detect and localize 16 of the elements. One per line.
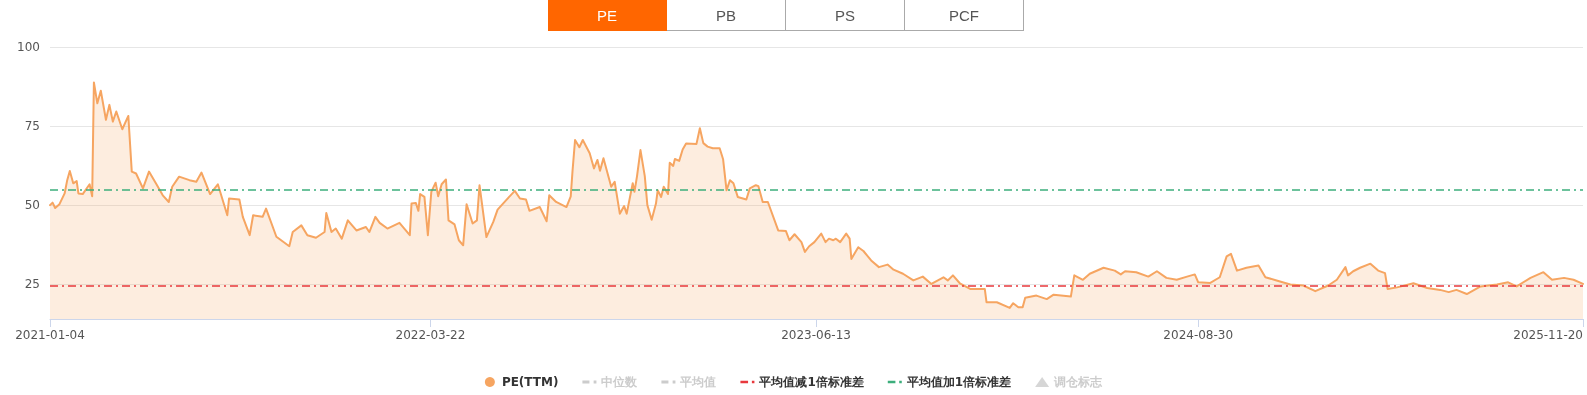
legend-label: 平均值减1倍标准差 xyxy=(758,375,864,389)
y-tick-label: 100 xyxy=(17,40,40,54)
x-tick-label: 2025-11-20 xyxy=(1513,328,1583,342)
legend-label: PE(TTM) xyxy=(501,375,559,389)
text: PCF xyxy=(905,0,1024,31)
text: PS xyxy=(786,0,905,31)
x-tick-label: 2022-03-22 xyxy=(395,328,466,342)
y-tick-label: 50 xyxy=(24,198,40,213)
y-tick-label: 25 xyxy=(24,277,40,292)
y-tick-label: 75 xyxy=(24,119,40,134)
text: PE xyxy=(548,0,667,31)
x-tick-label: 2024-08-30 xyxy=(1163,328,1234,342)
x-tick-label: 2023-06-13 xyxy=(781,328,851,342)
x-tick-label: 2021-01-04 xyxy=(15,328,85,342)
text: PB xyxy=(667,0,786,31)
legend-label: 平均值加1倍标准差 xyxy=(905,375,1012,389)
